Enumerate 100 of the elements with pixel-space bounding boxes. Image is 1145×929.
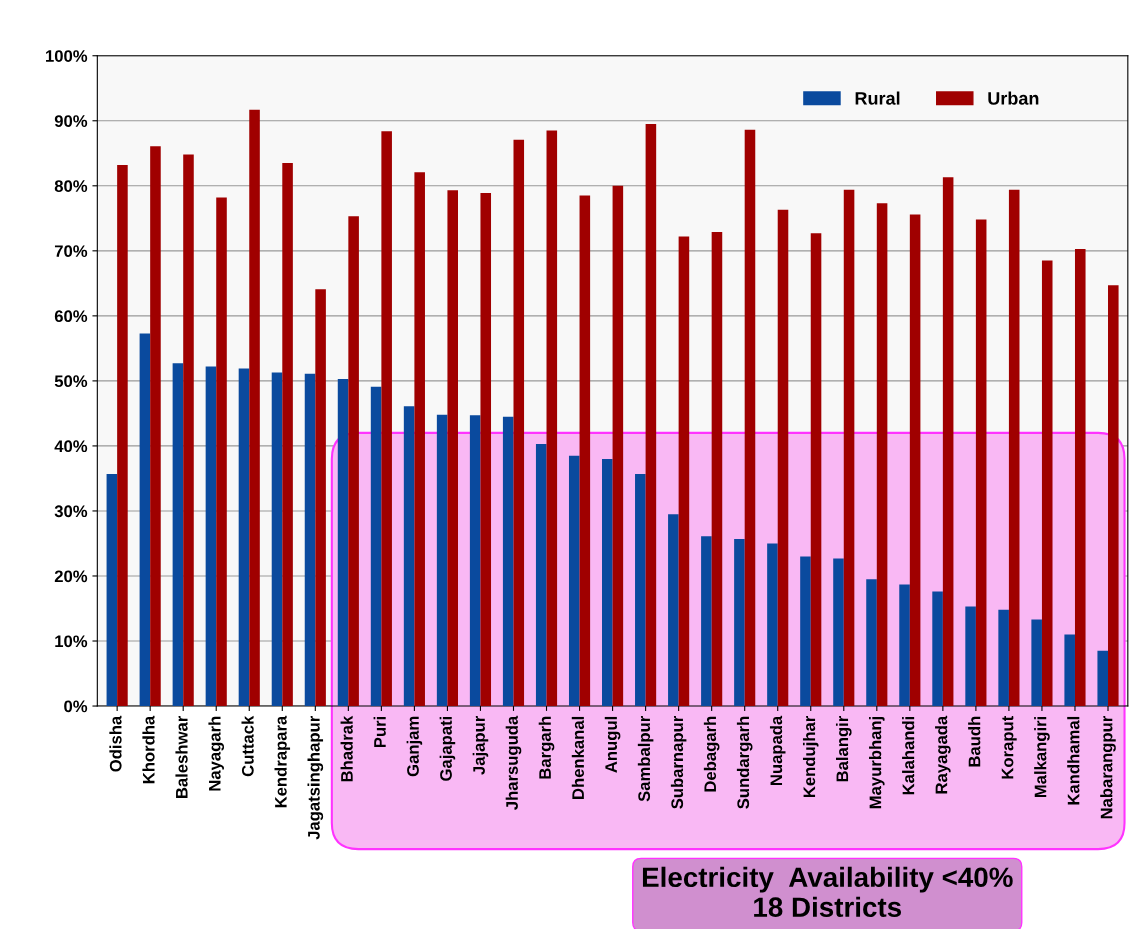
y-tick-label: 30% [54, 505, 88, 518]
y-tick-label: 100% [46, 50, 88, 62]
bar [546, 130, 558, 707]
x-tick-label: Jajapur [472, 716, 489, 775]
x-tick-label: Sundargarh [736, 716, 753, 809]
x-tick-label: Nayagarh [208, 716, 225, 791]
bar [942, 177, 954, 707]
x-tick-label: Subarnapur [670, 716, 687, 809]
x-tick-label: Baleshwar [175, 716, 188, 799]
bar [513, 139, 525, 707]
x-tick-label: Jagatsinghapur [307, 716, 324, 840]
bar [183, 154, 194, 707]
bar [701, 536, 712, 707]
bar [612, 185, 624, 707]
bar [535, 443, 547, 707]
bar [1097, 650, 1109, 707]
bar [1031, 619, 1042, 707]
x-tick-label: Kandhamal [1067, 716, 1080, 805]
bar [304, 373, 316, 707]
bar [337, 378, 349, 707]
x-tick-label: Sambalpur [637, 716, 654, 802]
bar [502, 416, 514, 707]
bar [645, 124, 657, 707]
bar [635, 473, 646, 707]
x-tick-label: Khordha [142, 715, 155, 784]
x-tick-label: Nabarangpur [1100, 716, 1116, 819]
bar [668, 514, 679, 707]
bar [1108, 285, 1119, 707]
bar [711, 231, 723, 707]
bar [800, 556, 811, 707]
y-tick-label: 0% [64, 700, 88, 713]
bar [436, 414, 448, 707]
x-tick-label: Debagarh [703, 716, 720, 792]
x-tick-label: Bhadrak [340, 715, 353, 782]
bar [480, 192, 492, 707]
x-tick-label: Bargarh [538, 716, 555, 779]
x-tick-label: Koraput [1001, 715, 1017, 779]
x-tick-label: Kendujhar [802, 716, 819, 798]
x-tick-label: Puri [373, 716, 386, 748]
bar [172, 363, 184, 707]
x-tick-label: Odisha [109, 715, 122, 772]
x-tick-label: Balangir [835, 716, 852, 782]
bar [833, 558, 844, 707]
bar [238, 368, 250, 707]
band-label: Electricity Availability <40% 18 Districts [642, 866, 1013, 918]
y-tick-label: 90% [54, 115, 88, 127]
bar [403, 406, 415, 707]
y-tick-label: 40% [54, 440, 88, 453]
x-tick-label: Gajapati [439, 716, 456, 781]
bar [678, 236, 690, 707]
x-tick-label: Rayagada [935, 715, 951, 794]
bar [139, 333, 151, 707]
bar [998, 609, 1009, 707]
bar [117, 164, 128, 707]
bar [414, 172, 425, 707]
bar [843, 189, 855, 707]
bar [1041, 260, 1053, 707]
bar [216, 197, 227, 707]
bar [447, 190, 458, 707]
x-tick-label: Jharsuguda [505, 715, 522, 810]
bar [271, 372, 283, 707]
bar [1008, 189, 1020, 707]
y-tick-label: 10% [55, 635, 88, 648]
x-tick-label: Nuapada [769, 715, 786, 786]
legend-label: Rural [855, 91, 900, 105]
bar [909, 214, 921, 707]
bar [767, 543, 778, 707]
bar [1074, 248, 1086, 707]
y-tick-label: 50% [54, 375, 88, 388]
bar [1064, 634, 1075, 707]
bar [602, 458, 613, 707]
bar [899, 584, 910, 707]
bar [150, 146, 161, 707]
x-tick-label: Kendrapara [274, 715, 291, 808]
y-tick-label: 80% [54, 180, 88, 192]
x-tick-label: Malkangiri [1034, 716, 1050, 798]
x-tick-label: Dhenkanal [571, 716, 585, 799]
y-tick-label: 20% [54, 570, 88, 583]
bar [370, 386, 382, 707]
x-tick-label: Kalahandi [902, 716, 915, 795]
x-tick-label: Cuttack [241, 715, 254, 777]
bar [249, 109, 260, 707]
bar [315, 289, 326, 707]
y-tick-label: 70% [54, 245, 88, 258]
bar [866, 579, 877, 707]
bar [932, 591, 943, 707]
x-tick-label: Baudh [968, 716, 981, 767]
bar [579, 195, 591, 707]
x-tick-label: Mayurbhanj [869, 716, 885, 809]
bar [381, 131, 392, 707]
bar [965, 606, 976, 707]
x-tick-label: Ganjam [406, 716, 423, 777]
x-tick-label: Anugul [604, 716, 621, 773]
bar [744, 129, 756, 707]
bar [975, 219, 987, 707]
bar [777, 209, 789, 707]
bar [282, 163, 293, 707]
bar [810, 233, 822, 707]
bar [876, 203, 888, 707]
bar [348, 216, 359, 707]
